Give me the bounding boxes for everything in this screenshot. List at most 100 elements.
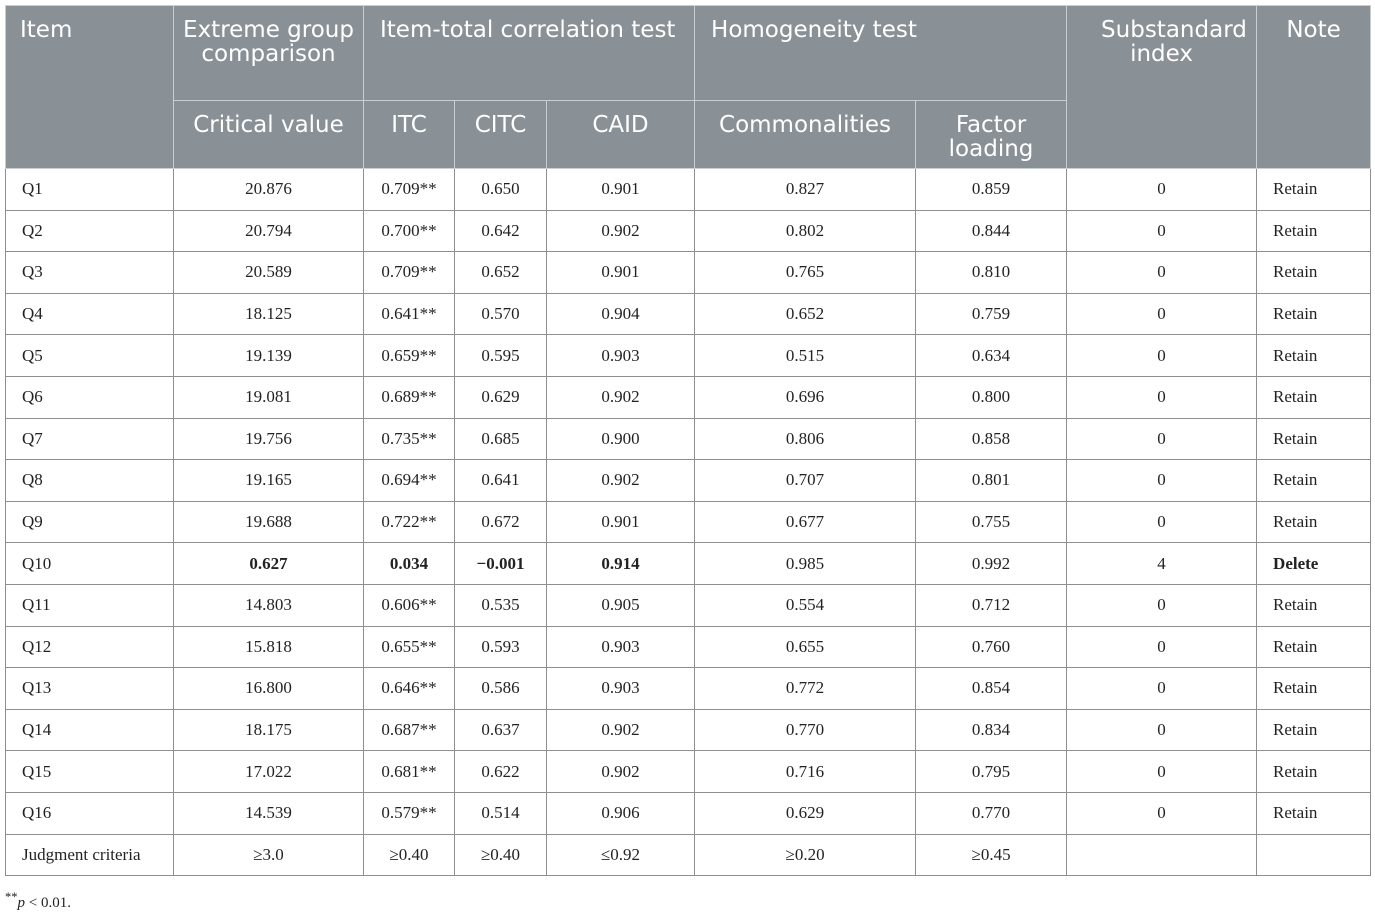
cell-citc: 0.535 xyxy=(454,583,547,627)
cell-caid: 0.902 xyxy=(545,708,696,752)
cell-critical: 17.022 xyxy=(173,750,364,793)
cell-sub: 0 xyxy=(1066,667,1258,710)
cell-comm: 0.985 xyxy=(694,542,917,585)
cell-citc: 0.570 xyxy=(454,292,547,336)
cell-note: Retain xyxy=(1256,334,1372,377)
cell-note: Retain xyxy=(1256,417,1372,461)
cell-itc: 0.681** xyxy=(363,750,455,793)
cell-critical: 20.589 xyxy=(173,251,364,294)
table-row: Q8 19.165 0.694** 0.641 0.902 0.707 0.801 0 Reta… xyxy=(5,459,1372,502)
cell-critical: 16.800 xyxy=(173,667,364,710)
header-itc: ITC xyxy=(363,100,455,169)
cell-sub: 0 xyxy=(1066,209,1258,253)
cell-caid: 0.906 xyxy=(545,791,696,835)
cell-factor: 0.854 xyxy=(915,667,1068,710)
cell-comm: 0.515 xyxy=(694,334,917,377)
cell-citc: 0.672 xyxy=(454,500,547,544)
cell-caid: 0.903 xyxy=(545,667,696,710)
cell-caid: 0.902 xyxy=(545,459,696,502)
cell-comm: 0.765 xyxy=(694,251,917,294)
cell-critical: 0.627 xyxy=(173,542,364,585)
cell-factor: 0.759 xyxy=(915,292,1068,336)
cell-comm: 0.677 xyxy=(694,500,917,544)
cell-comm: 0.802 xyxy=(694,209,917,253)
cell-itc: 0.700** xyxy=(363,209,455,253)
cell-itc: 0.034 xyxy=(363,542,455,585)
header-critical-value: Critical value xyxy=(173,100,364,169)
criteria-itc: ≥0.40 xyxy=(363,833,455,877)
cell-sub: 0 xyxy=(1066,583,1258,627)
header-extreme-group: Extreme group comparison xyxy=(173,5,364,101)
cell-citc: 0.637 xyxy=(454,708,547,752)
cell-critical: 19.139 xyxy=(173,334,364,377)
cell-critical: 14.539 xyxy=(173,791,364,835)
cell-itc: 0.655** xyxy=(363,625,455,669)
cell-sub: 0 xyxy=(1066,292,1258,336)
cell-item: Q5 xyxy=(5,334,174,377)
cell-note: Retain xyxy=(1256,292,1372,336)
table-row: Q2 20.794 0.700** 0.642 0.902 0.802 0.844 0 Reta… xyxy=(5,209,1372,253)
cell-itc: 0.687** xyxy=(363,708,455,752)
cell-comm: 0.696 xyxy=(694,375,917,419)
cell-critical: 14.803 xyxy=(173,583,364,627)
cell-note: Retain xyxy=(1256,750,1372,793)
cell-caid: 0.903 xyxy=(545,334,696,377)
cell-comm: 0.655 xyxy=(694,625,917,669)
cell-critical: 18.175 xyxy=(173,708,364,752)
cell-note: Retain xyxy=(1256,251,1372,294)
cell-citc: 0.593 xyxy=(454,625,547,669)
cell-citc: 0.641 xyxy=(454,459,547,502)
cell-citc: 0.642 xyxy=(454,209,547,253)
cell-caid: 0.904 xyxy=(545,292,696,336)
cell-comm: 0.772 xyxy=(694,667,917,710)
cell-sub: 4 xyxy=(1066,542,1258,585)
cell-item: Q16 xyxy=(5,791,174,835)
cell-sub: 0 xyxy=(1066,625,1258,669)
cell-sub: 0 xyxy=(1066,791,1258,835)
cell-item: Q12 xyxy=(5,625,174,669)
cell-itc: 0.646** xyxy=(363,667,455,710)
cell-sub: 0 xyxy=(1066,417,1258,461)
cell-sub: 0 xyxy=(1066,459,1258,502)
table-row: Q15 17.022 0.681** 0.622 0.902 0.716 0.795 0 Ret… xyxy=(5,750,1372,793)
cell-itc: 0.709** xyxy=(363,168,455,211)
cell-critical: 19.756 xyxy=(173,417,364,461)
item-analysis-table: Item Extreme group comparison Item-total… xyxy=(5,5,1372,877)
table-row: Q6 19.081 0.689** 0.629 0.902 0.696 0.800 0 Reta… xyxy=(5,375,1372,419)
table-row: Q11 14.803 0.606** 0.535 0.905 0.554 0.712 0 Ret… xyxy=(5,583,1372,627)
cell-sub: 0 xyxy=(1066,708,1258,752)
cell-sub: 0 xyxy=(1066,750,1258,793)
cell-comm: 0.806 xyxy=(694,417,917,461)
cell-citc: 0.650 xyxy=(454,168,547,211)
cell-sub: 0 xyxy=(1066,334,1258,377)
cell-critical: 20.794 xyxy=(173,209,364,253)
cell-itc: 0.694** xyxy=(363,459,455,502)
criteria-factor: ≥0.45 xyxy=(915,833,1068,877)
table-row: Q5 19.139 0.659** 0.595 0.903 0.515 0.634 0 Reta… xyxy=(5,334,1372,377)
criteria-comm: ≥0.20 xyxy=(694,833,917,877)
cell-caid: 0.901 xyxy=(545,168,696,211)
cell-note: Retain xyxy=(1256,168,1372,211)
cell-factor: 0.760 xyxy=(915,625,1068,669)
cell-item: Q10 xyxy=(5,542,174,585)
header-item: Item xyxy=(5,5,174,169)
cell-comm: 0.716 xyxy=(694,750,917,793)
cell-sub: 0 xyxy=(1066,251,1258,294)
cell-itc: 0.659** xyxy=(363,334,455,377)
cell-note: Retain xyxy=(1256,625,1372,669)
table-body: Q1 20.876 0.709** 0.650 0.901 0.827 0.859 0 Reta… xyxy=(5,168,1372,877)
header-note: Note xyxy=(1256,5,1372,169)
footnote: **p < 0.01. xyxy=(5,890,71,911)
cell-item: Q3 xyxy=(5,251,174,294)
table-row: Q14 18.175 0.687** 0.637 0.902 0.770 0.834 0 Ret… xyxy=(5,708,1372,752)
cell-factor: 0.634 xyxy=(915,334,1068,377)
criteria-critical: ≥3.0 xyxy=(173,833,364,877)
table-row: Q12 15.818 0.655** 0.593 0.903 0.655 0.760 0 Ret… xyxy=(5,625,1372,669)
cell-factor: 0.834 xyxy=(915,708,1068,752)
cell-item: Q13 xyxy=(5,667,174,710)
table-row: Q4 18.125 0.641** 0.570 0.904 0.652 0.759 0 Reta… xyxy=(5,292,1372,336)
cell-critical: 19.081 xyxy=(173,375,364,419)
criteria-label: Judgment criteria xyxy=(5,833,174,877)
cell-comm: 0.629 xyxy=(694,791,917,835)
cell-factor: 0.859 xyxy=(915,168,1068,211)
